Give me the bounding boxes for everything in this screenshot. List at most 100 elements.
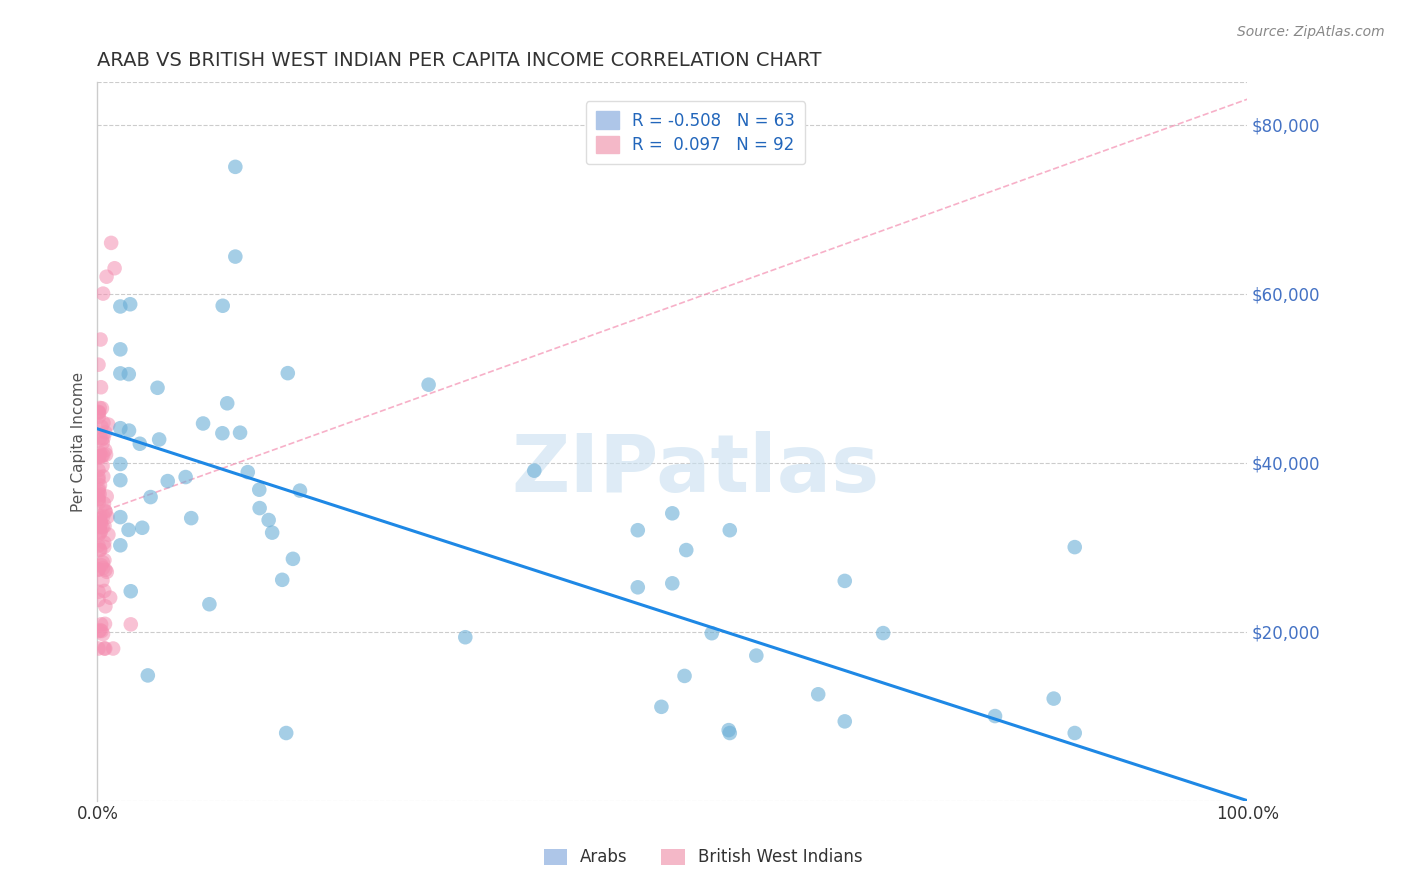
Point — [87, 539, 110, 553]
Point — [717, 723, 740, 738]
Text: ZIPatlas: ZIPatlas — [512, 431, 879, 509]
Point — [89, 446, 111, 460]
Point — [94, 616, 117, 631]
Point — [120, 617, 142, 632]
Point — [96, 510, 118, 524]
Y-axis label: Per Capita Income: Per Capita Income — [72, 371, 86, 511]
Point — [96, 490, 118, 504]
Point — [1063, 540, 1085, 554]
Point — [139, 490, 162, 504]
Point — [191, 417, 214, 431]
Point — [87, 593, 110, 607]
Point — [87, 488, 110, 502]
Point — [120, 297, 142, 311]
Point — [110, 343, 132, 357]
Point — [117, 523, 139, 537]
Point — [97, 527, 120, 541]
Point — [211, 299, 233, 313]
Point — [98, 591, 121, 605]
Point — [87, 492, 110, 507]
Point — [91, 556, 114, 570]
Point — [257, 513, 280, 527]
Point — [90, 624, 112, 638]
Point — [110, 538, 132, 552]
Point — [93, 553, 115, 567]
Point — [93, 431, 115, 445]
Point — [87, 624, 110, 638]
Point — [627, 523, 650, 537]
Point — [89, 623, 111, 637]
Point — [87, 405, 110, 419]
Point — [627, 580, 650, 594]
Point — [87, 358, 110, 372]
Point — [87, 492, 110, 507]
Point — [91, 286, 114, 301]
Point — [131, 521, 153, 535]
Point — [271, 573, 294, 587]
Point — [93, 540, 115, 554]
Point — [90, 419, 112, 434]
Point — [91, 509, 114, 524]
Point — [87, 527, 110, 541]
Point — [90, 524, 112, 539]
Point — [118, 424, 141, 438]
Text: Source: ZipAtlas.com: Source: ZipAtlas.com — [1237, 25, 1385, 39]
Point — [89, 478, 111, 492]
Point — [87, 584, 110, 599]
Point — [224, 160, 246, 174]
Point — [90, 515, 112, 529]
Point — [262, 525, 284, 540]
Point — [89, 431, 111, 445]
Point — [93, 641, 115, 656]
Point — [745, 648, 768, 663]
Point — [174, 470, 197, 484]
Point — [834, 574, 856, 588]
Point — [110, 510, 132, 524]
Point — [87, 495, 110, 509]
Point — [90, 558, 112, 573]
Point — [1042, 691, 1064, 706]
Point — [91, 469, 114, 483]
Point — [93, 496, 115, 510]
Point — [89, 487, 111, 501]
Point — [100, 235, 122, 250]
Point — [87, 519, 110, 533]
Point — [136, 668, 159, 682]
Point — [90, 449, 112, 463]
Point — [87, 641, 110, 656]
Point — [87, 450, 110, 464]
Point — [101, 641, 124, 656]
Point — [807, 687, 830, 701]
Point — [1063, 726, 1085, 740]
Point — [110, 421, 132, 435]
Point — [91, 574, 114, 588]
Point — [128, 436, 150, 450]
Point — [93, 519, 115, 533]
Point — [247, 483, 270, 497]
Point — [87, 483, 110, 498]
Point — [94, 443, 117, 458]
Point — [700, 626, 723, 640]
Point — [91, 520, 114, 534]
Point — [87, 463, 110, 477]
Point — [156, 474, 179, 488]
Point — [87, 562, 110, 576]
Point — [94, 425, 117, 440]
Point — [281, 552, 304, 566]
Point — [110, 473, 132, 487]
Text: ARAB VS BRITISH WEST INDIAN PER CAPITA INCOME CORRELATION CHART: ARAB VS BRITISH WEST INDIAN PER CAPITA I… — [97, 51, 823, 70]
Point — [87, 482, 110, 496]
Point — [673, 669, 696, 683]
Point — [104, 261, 127, 276]
Point — [661, 506, 683, 520]
Point — [224, 250, 246, 264]
Point — [454, 630, 477, 644]
Point — [87, 450, 110, 464]
Point — [110, 367, 132, 381]
Point — [249, 501, 271, 516]
Point — [89, 543, 111, 558]
Point — [148, 433, 170, 447]
Point — [93, 535, 115, 549]
Point — [89, 542, 111, 557]
Point — [96, 269, 118, 284]
